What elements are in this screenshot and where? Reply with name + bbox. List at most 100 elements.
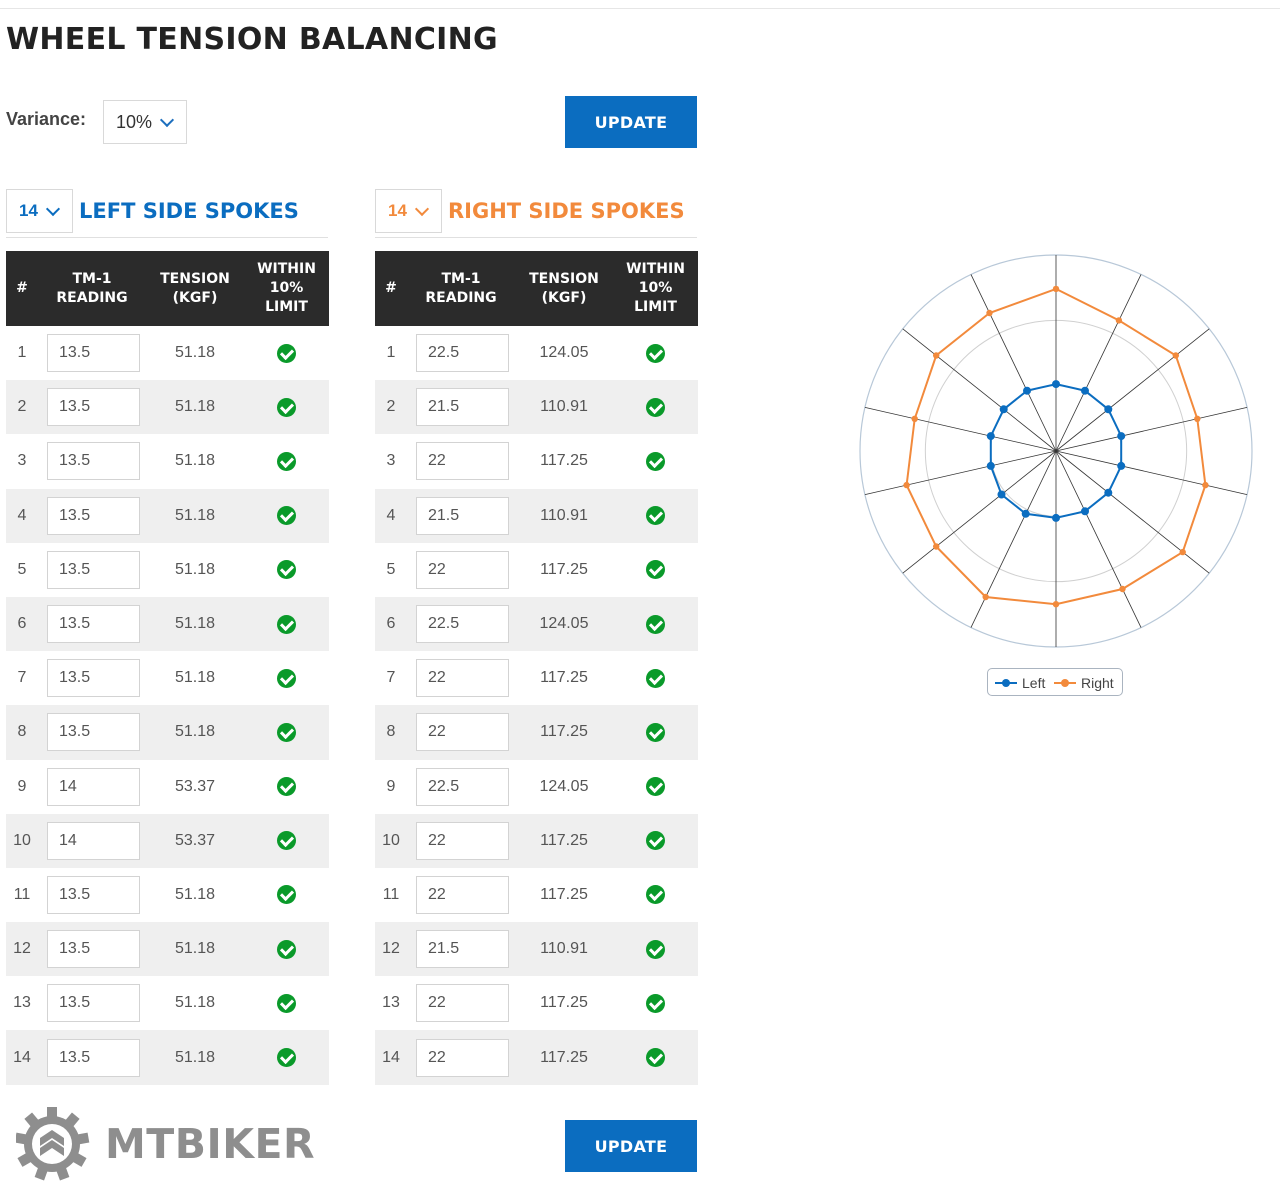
tension-value: 110.91 <box>515 488 613 543</box>
tm1-reading-input[interactable] <box>47 388 140 427</box>
tm1-reading-input[interactable] <box>47 334 140 373</box>
check-circle-icon <box>277 614 296 634</box>
within-limit-cell <box>244 434 329 489</box>
radar-point-right <box>1052 601 1060 608</box>
reading-cell <box>38 488 146 543</box>
spoke-number: 11 <box>375 867 407 923</box>
table-row: 1 124.05 <box>375 326 698 381</box>
radar-point-left <box>1104 488 1113 497</box>
radar-spoke-axis <box>1055 406 1248 452</box>
tm1-reading-input[interactable] <box>416 875 509 914</box>
tm1-reading-input[interactable] <box>416 550 509 589</box>
tm1-reading-input[interactable] <box>47 821 140 860</box>
spoke-number: 4 <box>375 488 407 543</box>
spoke-number: 10 <box>6 813 38 868</box>
tension-value: 117.25 <box>515 813 613 868</box>
radar-spoke-axis <box>864 406 1057 452</box>
tm1-reading-input[interactable] <box>47 875 140 914</box>
tm1-reading-input[interactable] <box>416 334 509 373</box>
radar-spoke-axis <box>1055 328 1210 452</box>
tm1-reading-input[interactable] <box>416 930 509 969</box>
tm1-reading-input[interactable] <box>416 767 509 806</box>
tm1-reading-input[interactable] <box>47 1038 140 1077</box>
reading-cell <box>407 813 515 868</box>
reading-cell <box>407 922 515 977</box>
update-button-top[interactable]: UPDATE <box>565 96 697 148</box>
tm1-reading-input[interactable] <box>47 713 140 752</box>
left-count-select[interactable]: 14 <box>6 189 73 233</box>
tm1-reading-input[interactable] <box>47 550 140 589</box>
legend-item-left[interactable]: Left <box>995 675 1045 691</box>
tm1-reading-input[interactable] <box>47 659 140 698</box>
reading-cell <box>38 542 146 597</box>
check-circle-icon <box>277 722 296 742</box>
variance-select[interactable]: 10% <box>103 100 187 144</box>
within-limit-cell <box>244 326 329 381</box>
table-row: 14 51.18 <box>6 1030 329 1085</box>
check-circle-icon <box>277 777 296 797</box>
check-circle-icon <box>277 831 296 851</box>
reading-cell <box>38 1030 146 1085</box>
tension-value: 117.25 <box>515 976 613 1031</box>
tm1-reading-input[interactable] <box>416 659 509 698</box>
radar-point-right <box>1115 317 1123 324</box>
radar-point-left <box>1117 432 1126 441</box>
tm1-reading-input[interactable] <box>416 605 509 644</box>
spoke-number: 10 <box>375 813 407 868</box>
check-circle-icon <box>277 885 296 905</box>
table-row: 3 117.25 <box>375 434 698 489</box>
tm1-reading-input[interactable] <box>47 605 140 644</box>
within-limit-cell <box>244 976 329 1031</box>
tension-value: 51.18 <box>146 922 244 977</box>
tm1-reading-input[interactable] <box>416 442 509 481</box>
tm1-reading-input[interactable] <box>416 1038 509 1077</box>
legend-label-right: Right <box>1081 675 1114 691</box>
check-circle-icon <box>646 939 665 959</box>
tm1-reading-input[interactable] <box>47 930 140 969</box>
tension-value: 110.91 <box>515 380 613 435</box>
reading-cell <box>407 488 515 543</box>
check-circle-icon <box>277 668 296 688</box>
tm1-reading-input[interactable] <box>416 713 509 752</box>
tm1-reading-input[interactable] <box>416 388 509 427</box>
within-limit-cell <box>613 1030 698 1085</box>
tm1-reading-input[interactable] <box>47 767 140 806</box>
spoke-number: 9 <box>375 759 407 814</box>
update-button-bottom[interactable]: UPDATE <box>565 1120 697 1172</box>
spoke-number: 13 <box>6 976 38 1031</box>
check-circle-icon <box>277 343 296 363</box>
tm1-reading-input[interactable] <box>416 821 509 860</box>
spoke-number: 5 <box>375 542 407 597</box>
radar-point-left <box>1052 380 1060 389</box>
check-circle-icon <box>646 343 665 363</box>
tm1-reading-input[interactable] <box>47 496 140 535</box>
tension-value: 117.25 <box>515 542 613 597</box>
table-header-row: # TM-1 READING TENSION (KGF) WITHIN 10% LIMI… <box>375 251 698 326</box>
legend-item-right[interactable]: Right <box>1054 675 1114 691</box>
table-row: 7 117.25 <box>375 651 698 706</box>
tm1-reading-input[interactable] <box>416 984 509 1023</box>
table-row: 251.18 <box>6 380 329 435</box>
table-row: 9 124.05 <box>375 759 698 814</box>
tm1-reading-input[interactable] <box>47 984 140 1023</box>
check-circle-icon <box>277 993 296 1013</box>
chevron-down-icon <box>414 201 429 216</box>
tm1-reading-input[interactable] <box>416 496 509 535</box>
reading-cell <box>407 651 515 706</box>
spoke-number: 14 <box>6 1030 38 1085</box>
check-circle-icon <box>277 451 296 471</box>
reading-cell <box>38 326 146 381</box>
table-row: 10 117.25 <box>375 813 698 868</box>
radar-point-left <box>999 405 1008 414</box>
within-limit-cell <box>244 813 329 868</box>
chevron-down-icon <box>45 201 60 216</box>
radar-point-left <box>986 461 995 470</box>
tm1-reading-input[interactable] <box>47 442 140 481</box>
radar-point-right <box>933 543 940 550</box>
spoke-number: 3 <box>375 434 407 489</box>
table-row: 651.18 <box>6 596 329 652</box>
radar-point-right <box>1202 481 1209 489</box>
reading-cell <box>38 867 146 923</box>
right-count-select[interactable]: 14 <box>375 189 442 233</box>
table-row: 2 110.91 <box>375 380 698 435</box>
